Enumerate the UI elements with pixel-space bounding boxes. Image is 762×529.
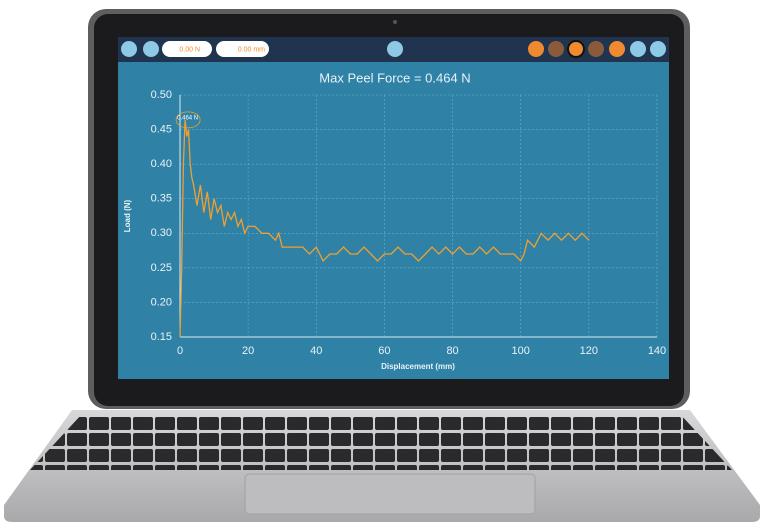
laptop-screenshot: 0.00 N 0.00 mm Max Peel Force = 0.464 N … bbox=[0, 0, 762, 524]
camera bbox=[393, 20, 397, 24]
y-tick-label: 0.50 bbox=[151, 89, 172, 101]
y-tick-label: 0.35 bbox=[151, 193, 172, 205]
screen bbox=[118, 37, 669, 379]
play-button[interactable] bbox=[568, 41, 584, 57]
distance-reading: 0.00 mm bbox=[238, 46, 265, 53]
page: {"toolbar": {"force": "0.00 N", "distanc… bbox=[0, 0, 762, 524]
x-tick-label: 40 bbox=[310, 345, 322, 357]
peak-annotation: 0.464 N bbox=[177, 115, 198, 121]
export-button[interactable] bbox=[630, 41, 646, 57]
y-tick-label: 0.25 bbox=[151, 262, 172, 274]
logo bbox=[387, 41, 403, 57]
x-tick-label: 0 bbox=[177, 345, 183, 357]
tare-button[interactable] bbox=[609, 41, 625, 57]
chart-title: Max Peel Force = 0.464 N bbox=[319, 70, 470, 85]
y-tick-label: 0.30 bbox=[151, 227, 172, 239]
record-button[interactable] bbox=[548, 41, 564, 57]
x-tick-label: 20 bbox=[242, 345, 254, 357]
settings-button[interactable] bbox=[528, 41, 544, 57]
tool-icon[interactable] bbox=[121, 41, 137, 57]
keyboard bbox=[30, 414, 732, 470]
x-tick-label: 100 bbox=[512, 345, 530, 357]
x-axis-label: Displacement (mm) bbox=[381, 362, 455, 371]
trackpad bbox=[245, 474, 535, 514]
x-tick-label: 80 bbox=[446, 345, 458, 357]
x-tick-label: 120 bbox=[580, 345, 598, 357]
y-tick-label: 0.40 bbox=[151, 158, 172, 170]
y-axis-label: Load (N) bbox=[123, 199, 132, 232]
menu-button[interactable] bbox=[650, 41, 666, 57]
x-tick-label: 140 bbox=[648, 345, 666, 357]
y-tick-label: 0.20 bbox=[151, 296, 172, 308]
y-tick-label: 0.45 bbox=[151, 123, 172, 135]
x-tick-label: 60 bbox=[378, 345, 390, 357]
tool-icon[interactable] bbox=[143, 41, 159, 57]
pause-button[interactable] bbox=[588, 41, 604, 57]
y-tick-label: 0.15 bbox=[151, 331, 172, 343]
force-reading: 0.00 N bbox=[179, 46, 200, 53]
